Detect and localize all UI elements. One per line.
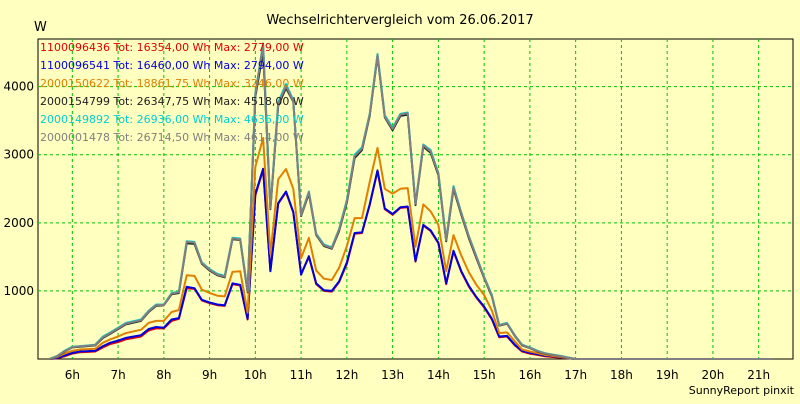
x-tick-label: 11h	[290, 368, 313, 382]
x-tick-label: 13h	[381, 368, 404, 382]
x-tick-label: 8h	[156, 368, 171, 382]
y-tick-label: 3000	[3, 148, 34, 162]
x-tick-label: 18h	[610, 368, 633, 382]
legend-entry-1100096436: 1100096436 Tot: 16354,00 Wh Max: 2779,00…	[40, 41, 304, 54]
x-tick-label: 10h	[244, 368, 267, 382]
y-axis-unit-label: W	[34, 20, 47, 35]
x-tick-label: 20h	[701, 368, 724, 382]
x-tick-label: 17h	[564, 368, 587, 382]
footer-credit: SunnyReport pinxit	[689, 384, 795, 397]
axis-ticks: 1000 2000 3000 4000 6h 7h 8h 9h 10h 11h 12h 13h 14h 1…	[3, 80, 770, 382]
legend-entry-2000149892: 2000149892 Tot: 26936,00 Wh Max: 4636,00…	[40, 113, 304, 126]
y-tick-label: 1000	[3, 284, 34, 298]
x-tick-label: 21h	[747, 368, 770, 382]
x-tick-label: 15h	[473, 368, 496, 382]
data-series	[49, 42, 774, 360]
x-tick-label: 12h	[335, 368, 358, 382]
x-tick-label: 7h	[110, 368, 125, 382]
y-tick-label: 4000	[3, 80, 34, 94]
chart-title: Wechselrichtervergleich vom 26.06.2017	[266, 13, 533, 28]
series-line-2000001478	[49, 43, 774, 360]
legend-entry-2000150622: 2000150622 Tot: 18861,75 Wh Max: 3246,00…	[40, 77, 304, 90]
legend-entry-1100096541: 1100096541 Tot: 16460,00 Wh Max: 2794,00…	[40, 59, 304, 72]
x-tick-label: 6h	[65, 368, 80, 382]
x-tick-label: 9h	[202, 368, 217, 382]
legend-entry-2000001478: 2000001478 Tot: 26714,50 Wh Max: 4614,00…	[40, 131, 304, 144]
legend: 1100096436 Tot: 16354,00 Wh Max: 2779,00…	[40, 41, 304, 144]
y-tick-label: 2000	[3, 216, 34, 230]
x-tick-label: 19h	[656, 368, 679, 382]
x-tick-label: 14h	[427, 368, 450, 382]
legend-entry-2000154799: 2000154799 Tot: 26347,75 Wh Max: 4518,00…	[40, 95, 304, 108]
x-tick-label: 16h	[518, 368, 541, 382]
